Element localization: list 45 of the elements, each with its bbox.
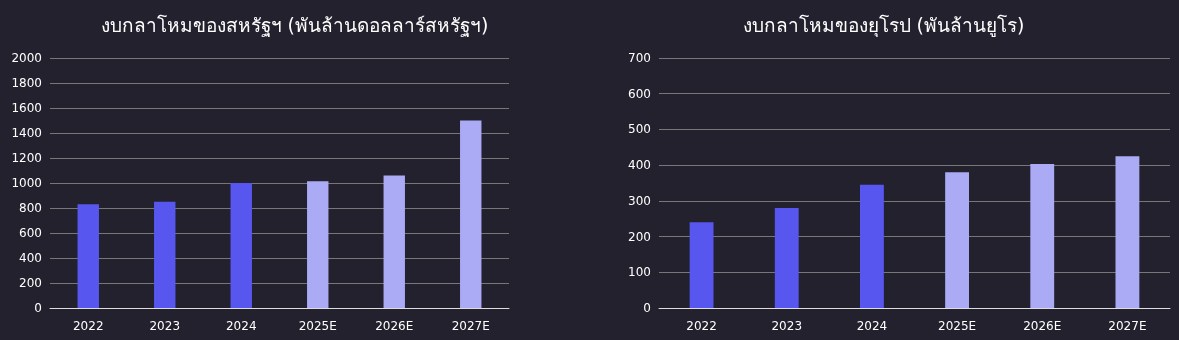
y-tick-label: 400 [19, 251, 42, 265]
bar [689, 222, 714, 308]
y-tick-label: 200 [628, 229, 651, 244]
x-tick-label: 2022 [72, 319, 104, 333]
bar [859, 184, 884, 308]
x-tick-label: 2025E [938, 319, 977, 333]
y-tick-label: 1000 [11, 176, 42, 190]
x-tick-label: 2026E [375, 319, 414, 333]
y-tick-label: 1400 [11, 126, 42, 140]
y-tick-label: 600 [19, 226, 42, 240]
chart-title: งบกลาโหมของยุโรป (พันล้านยูโร) [742, 13, 1025, 38]
x-tick-label: 2024 [225, 319, 257, 333]
bar [154, 201, 176, 308]
bar [383, 175, 405, 308]
x-tick-label: 2024 [856, 319, 888, 333]
x-tick-label: 2022 [686, 319, 717, 333]
x-tick-label: 2026E [1023, 319, 1062, 333]
y-tick-label: 1200 [11, 151, 42, 165]
y-tick-label: 800 [19, 201, 42, 215]
y-tick-label: 500 [628, 122, 651, 137]
x-tick-label: 2027E [451, 319, 490, 333]
y-tick-label: 400 [628, 158, 651, 173]
y-tick-label: 2000 [11, 51, 42, 65]
bar [1030, 164, 1055, 308]
y-tick-label: 1600 [11, 101, 42, 115]
x-tick-label: 2025E [298, 319, 337, 333]
y-tick-label: 200 [19, 276, 42, 290]
bar [774, 208, 799, 308]
y-tick-label: 600 [628, 86, 651, 101]
x-tick-label: 2023 [149, 319, 181, 333]
y-tick-label: 700 [628, 51, 651, 65]
x-tick-label: 2023 [771, 319, 803, 333]
x-tick-label: 2027E [1108, 319, 1147, 333]
bar [307, 181, 329, 308]
bar [945, 172, 970, 308]
bar [460, 120, 482, 308]
bar [230, 183, 252, 308]
bar [1115, 156, 1140, 308]
y-tick-label: 0 [643, 301, 651, 315]
y-tick-label: 0 [34, 301, 42, 315]
chart-title: งบกลาโหมของสหรัฐฯ (พันล้านดอลลาร์สหรัฐฯ) [100, 13, 489, 37]
y-tick-label: 300 [628, 193, 651, 208]
y-tick-label: 1800 [11, 76, 42, 90]
bar [77, 204, 99, 308]
y-tick-label: 100 [628, 265, 651, 280]
